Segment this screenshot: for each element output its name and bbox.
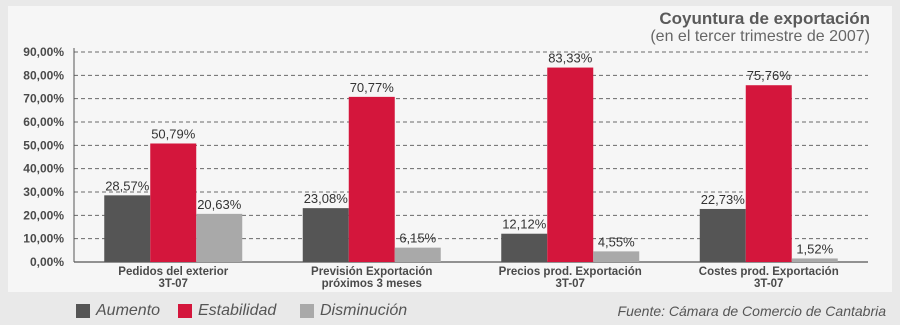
legend-item-estabilidad: Estabilidad	[178, 302, 276, 320]
data-label: 22,73%	[701, 192, 746, 207]
data-label: 28,57%	[105, 178, 150, 193]
y-tick-label: 40,00%	[23, 162, 64, 176]
bar-estabilidad	[348, 96, 395, 263]
x-category-label: Costes prod. Exportación	[699, 266, 839, 278]
legend-swatch-disminucion	[300, 304, 314, 318]
bar-estabilidad	[745, 85, 792, 262]
bar-disminución	[593, 251, 640, 262]
bar-disminución	[196, 213, 243, 262]
legend-swatch-aumento	[76, 304, 90, 318]
y-tick-label: 10,00%	[23, 232, 64, 246]
data-label: 20,63%	[197, 197, 242, 212]
legend-label-disminucion: Disminución	[320, 302, 408, 319]
bar-aumento	[501, 233, 548, 262]
x-category-label: 3T-07	[754, 278, 783, 290]
chart-title: Coyuntura de exportación	[659, 9, 870, 28]
data-label: 75,76%	[747, 68, 792, 83]
chart-subtitle: (en el tercer trimestre de 2007)	[650, 28, 870, 45]
bar-estabilidad	[150, 143, 197, 262]
bar-disminución	[791, 258, 838, 262]
bar-aumento	[302, 208, 349, 262]
y-tick-label: 0,00%	[30, 255, 64, 269]
source-note: Fuente: Cámara de Comercio de Cantabria	[617, 303, 886, 319]
x-category-label: Previsión Exportación	[311, 266, 432, 278]
x-category-label: 3T-07	[556, 278, 585, 290]
data-label: 83,33%	[548, 51, 593, 66]
data-label: 50,79%	[151, 126, 196, 141]
bar-aumento	[699, 208, 746, 262]
bar-disminución	[394, 247, 441, 262]
y-tick-label: 30,00%	[23, 185, 64, 199]
y-tick-label: 50,00%	[23, 138, 64, 152]
data-label: 1,52%	[796, 241, 833, 256]
y-tick-label: 20,00%	[23, 208, 64, 222]
y-tick-label: 90,00%	[23, 45, 64, 59]
bar-estabilidad	[547, 67, 594, 263]
x-category-label: Precios prod. Exportación	[499, 266, 642, 278]
x-category-label: Pedidos del exterior	[118, 266, 228, 278]
y-tick-label: 70,00%	[23, 92, 64, 106]
data-label: 4,55%	[598, 234, 635, 249]
data-label: 23,08%	[304, 191, 349, 206]
legend-item-disminucion: Disminución	[300, 302, 407, 320]
data-label: 6,15%	[399, 231, 436, 246]
legend-label-estabilidad: Estabilidad	[198, 302, 277, 319]
legend-item-aumento: Aumento	[76, 302, 160, 320]
data-label: 70,77%	[350, 80, 395, 95]
x-category-label: próximos 3 meses	[322, 278, 422, 290]
y-tick-label: 60,00%	[23, 115, 64, 129]
data-label: 12,12%	[502, 217, 547, 232]
legend-label-aumento: Aumento	[96, 302, 161, 319]
y-tick-label: 80,00%	[23, 68, 64, 82]
legend-swatch-estabilidad	[178, 304, 192, 318]
bar-aumento	[104, 195, 151, 262]
x-category-label: 3T-07	[159, 278, 188, 290]
